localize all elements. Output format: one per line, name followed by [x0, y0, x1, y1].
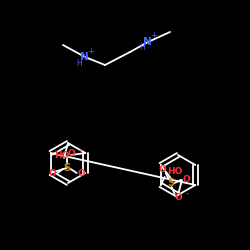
Text: +: +: [88, 46, 94, 56]
Text: S: S: [63, 163, 70, 173]
Text: N: N: [80, 52, 88, 62]
Text: O: O: [159, 166, 166, 174]
Text: -: -: [78, 146, 81, 156]
Text: HO: HO: [167, 166, 182, 175]
Text: S: S: [167, 178, 174, 188]
Text: HO: HO: [54, 150, 69, 160]
Text: O: O: [49, 170, 56, 178]
Text: H: H: [76, 58, 82, 68]
Text: O: O: [183, 176, 190, 184]
Text: +: +: [150, 32, 158, 40]
Text: -: -: [185, 190, 188, 198]
Text: O: O: [78, 170, 86, 178]
Text: O: O: [68, 150, 76, 158]
Text: O: O: [175, 194, 182, 202]
Text: N: N: [142, 37, 152, 47]
Text: H: H: [139, 44, 145, 52]
